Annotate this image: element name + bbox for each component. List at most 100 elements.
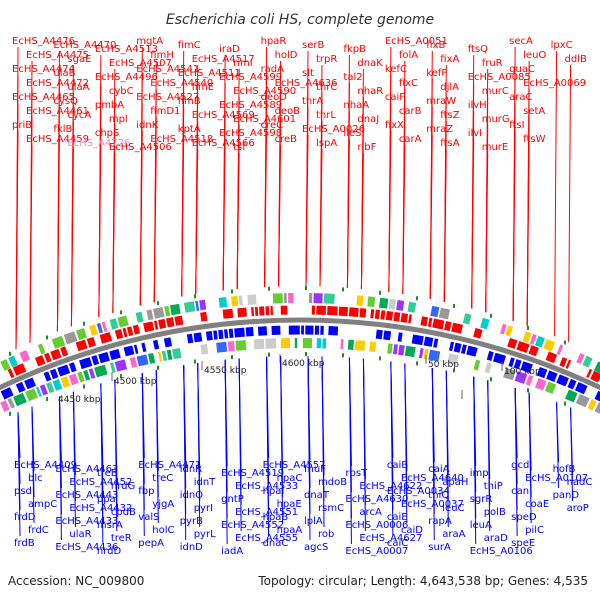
gene-label-reverse[interactable]: EcHS_A4471	[138, 460, 201, 471]
gene-label-forward[interactable]: EcHS_A0051	[385, 36, 448, 47]
gene-label-forward[interactable]: EcHS_A4599	[219, 72, 282, 83]
gene-label-forward[interactable]: mpl	[109, 114, 128, 125]
gene-label-reverse[interactable]: EcHS_A4622	[359, 481, 422, 492]
gene-label-reverse[interactable]: nrdG	[111, 481, 135, 492]
gene-label-reverse[interactable]: idnR	[180, 464, 202, 475]
gene-label-reverse[interactable]: treC	[152, 473, 173, 484]
gene-label-reverse[interactable]: hofB	[553, 464, 576, 475]
gene-label-forward[interactable]: guaC	[509, 64, 535, 75]
gene-label-forward[interactable]: ulaB	[53, 68, 75, 79]
gene-label-reverse[interactable]: EcHS_A4627	[359, 533, 422, 544]
gene-label-forward[interactable]: priB	[12, 120, 32, 131]
gene-label-reverse[interactable]: idnD	[180, 542, 203, 553]
gene-label-reverse[interactable]: cpdB	[111, 507, 136, 518]
gene-label-reverse[interactable]: pyrI	[194, 503, 213, 514]
gene-label-reverse[interactable]: iadA	[221, 546, 243, 557]
gene-label-forward[interactable]: EcHS_A0026	[302, 124, 365, 135]
gene-label-forward[interactable]: thrC	[316, 82, 337, 93]
gene-label-forward[interactable]: EcHS_A4598	[219, 128, 282, 139]
gene-label-reverse[interactable]: gcd	[511, 460, 529, 471]
gene-label-forward[interactable]: tal2	[343, 72, 362, 83]
gene-label-forward[interactable]: EcHS_A0085	[468, 72, 531, 83]
gene-label-reverse[interactable]: EcHS_A0007	[345, 546, 408, 557]
gene-label-reverse[interactable]: ampC	[28, 499, 57, 510]
gene-label-forward[interactable]: deoD	[261, 92, 288, 103]
gene-label-reverse[interactable]: frdC	[28, 525, 49, 536]
gene-label-reverse[interactable]: msrA	[97, 520, 123, 531]
gene-label-forward[interactable]: EcHS_A4601	[233, 114, 296, 125]
gene-label-forward[interactable]: tsf	[233, 142, 246, 153]
gene-label-forward[interactable]: fixX	[385, 120, 404, 131]
gene-label-forward[interactable]: fruR	[482, 58, 503, 69]
gene-label-reverse[interactable]: EcHS_A0034	[387, 486, 450, 497]
gene-label-forward[interactable]: EcHS_A4726	[67, 138, 130, 149]
gene-label-forward[interactable]: thrA	[302, 96, 323, 107]
gene-label-forward[interactable]: carB	[399, 106, 422, 117]
gene-label-forward[interactable]: cybC	[109, 86, 134, 97]
gene-label-forward[interactable]: ftsQ	[468, 44, 488, 55]
gene-label-reverse[interactable]: treR	[111, 533, 132, 544]
gene-label-reverse[interactable]: hpaI	[263, 486, 285, 497]
gene-label-reverse[interactable]: EcHS_A4409	[14, 460, 77, 471]
gene-label-forward[interactable]: fimB	[178, 96, 201, 107]
gene-label-forward[interactable]: pmbA	[95, 100, 124, 111]
gene-label-reverse[interactable]: fhuF	[304, 464, 326, 475]
gene-label-reverse[interactable]: blc	[28, 473, 43, 484]
gene-label-reverse[interactable]: nadC	[567, 477, 593, 488]
gene-label-reverse[interactable]: EcHS_A4552	[221, 520, 284, 531]
gene-label-forward[interactable]: holD	[275, 50, 298, 61]
gene-label-reverse[interactable]: EcHS_A4519	[221, 468, 284, 479]
gene-label-reverse[interactable]: EcHS_A0006	[345, 520, 408, 531]
gene-label-forward[interactable]: murC	[482, 86, 509, 97]
gene-label-forward[interactable]: thrL	[316, 110, 336, 121]
gene-label-reverse[interactable]: hpaE	[277, 499, 302, 510]
gene-label-forward[interactable]: murE	[482, 142, 509, 153]
gene-label-reverse[interactable]: EcHS_A4555	[235, 533, 298, 544]
gene-label-forward[interactable]: ddlB	[565, 54, 587, 65]
gene-label-reverse[interactable]: treB	[97, 468, 118, 479]
gene-label-forward[interactable]: EcHS_A4589	[219, 100, 282, 111]
gene-label-forward[interactable]: EcHS_A0069	[523, 78, 586, 89]
gene-label-reverse[interactable]: panD	[553, 490, 580, 501]
gene-label-forward[interactable]: sgaE	[67, 54, 91, 65]
gene-label-forward[interactable]: ilvH	[468, 100, 487, 111]
gene-label-forward[interactable]: dnaJ	[357, 114, 379, 125]
gene-label-forward[interactable]: radA	[261, 64, 285, 75]
gene-label-forward[interactable]: EcHS_A4507	[109, 58, 172, 69]
gene-label-forward[interactable]: mgtA	[136, 36, 163, 47]
gene-label-forward[interactable]: chpS	[95, 128, 120, 139]
gene-label-forward[interactable]: lspA	[316, 138, 337, 149]
gene-label-forward[interactable]: EcHS_A4459	[26, 134, 89, 145]
gene-label-reverse[interactable]: arcA	[359, 507, 382, 518]
gene-label-reverse[interactable]: pyrB	[180, 516, 203, 527]
gene-label-reverse[interactable]: surA	[428, 542, 451, 553]
gene-label-reverse[interactable]: EcHS_A4432	[69, 503, 132, 514]
gene-label-forward[interactable]: EcHS_A4474	[12, 64, 75, 75]
gene-label-reverse[interactable]: dnaT	[304, 490, 330, 501]
gene-label-reverse[interactable]: hpaC	[277, 473, 303, 484]
gene-label-forward[interactable]: EcHS_A4465	[12, 92, 75, 103]
gene-label-reverse[interactable]: caiD	[401, 525, 423, 536]
gene-label-reverse[interactable]: aroP	[567, 503, 589, 514]
gene-label-reverse[interactable]: EcHS_A4433	[55, 516, 118, 527]
gene-label-reverse[interactable]: idnO	[180, 490, 203, 501]
gene-label-forward[interactable]: ftsA	[440, 138, 459, 149]
gene-label-forward[interactable]: EcHS_A4506	[109, 142, 172, 153]
gene-label-forward[interactable]: cysQ	[53, 96, 78, 107]
gene-label-reverse[interactable]: EcHS_A4557	[263, 460, 326, 471]
gene-label-reverse[interactable]: hpaB	[263, 512, 289, 523]
gene-label-forward[interactable]: kefC	[385, 64, 407, 75]
gene-label-forward[interactable]: creB	[275, 134, 298, 145]
gene-label-forward[interactable]: nhaA	[343, 100, 369, 111]
gene-label-reverse[interactable]: dnaC	[263, 538, 289, 549]
gene-label-reverse[interactable]: EcHS_A4533	[235, 481, 298, 492]
gene-label-forward[interactable]: fimC	[178, 40, 201, 51]
gene-label-forward[interactable]: ilvI	[468, 128, 482, 139]
gene-label-reverse[interactable]: caiE	[387, 512, 408, 523]
gene-label-reverse[interactable]: EcHS_A4551	[235, 507, 298, 518]
gene-label-forward[interactable]: fimE	[192, 82, 214, 93]
gene-label-reverse[interactable]: araA	[442, 529, 465, 540]
gene-label-forward[interactable]: ulaA	[67, 82, 89, 93]
gene-label-forward[interactable]: fimD1	[150, 106, 180, 117]
gene-label-forward[interactable]: creC	[261, 120, 284, 131]
